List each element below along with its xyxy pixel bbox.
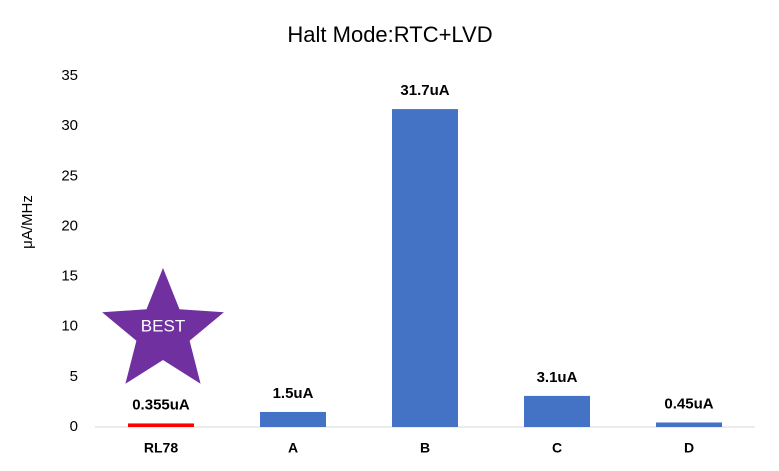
value-label: 3.1uA (537, 369, 578, 386)
value-label: 31.7uA (400, 82, 449, 99)
bar (656, 422, 722, 427)
y-tick-label: 15 (61, 268, 78, 285)
y-tick-label: 20 (61, 217, 78, 234)
bar (392, 109, 458, 427)
annotation: BEST (141, 316, 185, 335)
x-tick-label: A (288, 440, 298, 456)
y-tick-label: 25 (61, 167, 78, 184)
x-tick-label: RL78 (144, 440, 178, 456)
best-star (102, 268, 224, 384)
y-tick-label: 10 (61, 318, 78, 335)
bar (524, 395, 590, 427)
y-tick-label: 30 (61, 117, 78, 134)
bar (128, 423, 194, 427)
chart-title: Halt Mode:RTC+LVD (287, 22, 492, 47)
bar (260, 411, 326, 427)
y-tick-label: 35 (61, 67, 78, 84)
y-tick-label: 5 (70, 368, 78, 385)
y-axis-label: μA/MHz (19, 195, 36, 249)
value-label: 0.45uA (664, 395, 713, 412)
value-label: 1.5uA (273, 385, 314, 402)
x-tick-label: C (552, 440, 562, 456)
y-tick-label: 0 (70, 418, 78, 435)
x-tick-label: D (684, 440, 694, 456)
x-tick-label: B (420, 440, 430, 456)
value-label: 0.355uA (132, 396, 190, 413)
